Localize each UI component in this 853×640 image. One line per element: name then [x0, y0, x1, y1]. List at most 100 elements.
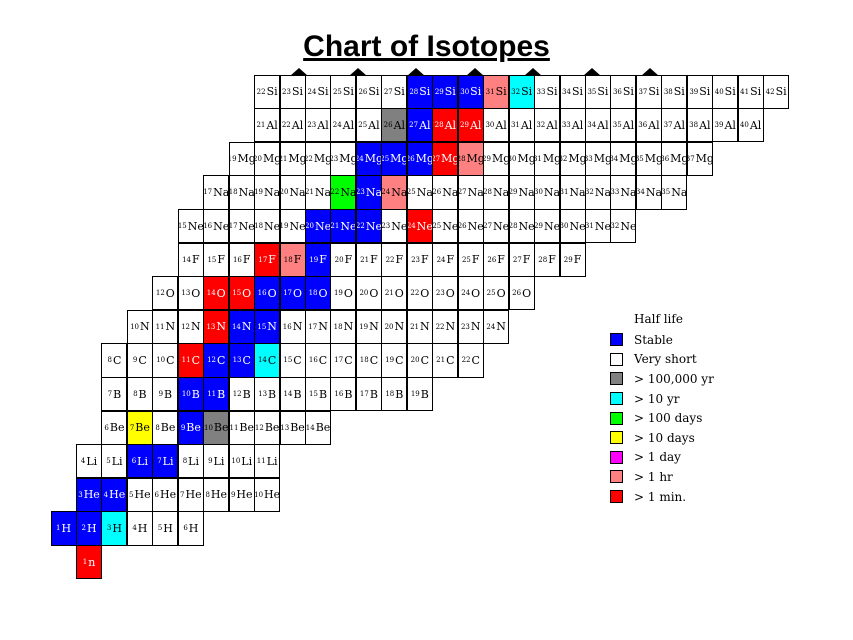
legend-swatch: [610, 431, 623, 445]
element-symbol: O: [267, 286, 277, 300]
isotope-cell-li-8: 8 Li: [177, 444, 204, 479]
isotope-cell-ne-17: 17 Ne: [228, 209, 255, 244]
element-symbol: Mg: [466, 152, 484, 166]
isotope-cell-si-42: 42 Si: [763, 74, 790, 109]
element-symbol: He: [134, 488, 151, 502]
isotope-cell-si-27: 27 Si: [381, 74, 408, 109]
isotope-cell-ne-18: 18 Ne: [254, 209, 281, 244]
legend-label: > 100 days: [634, 411, 703, 426]
isotope-cell-si-29: 29 Si: [432, 74, 459, 109]
element-symbol: Na: [493, 185, 510, 199]
legend-label: > 10 days: [634, 430, 695, 445]
isotope-cell-n-12: 12 N: [177, 309, 204, 344]
legend-label: Stable: [634, 332, 673, 347]
element-symbol: B: [191, 387, 200, 401]
isotope-cell-f-20: 20 F: [330, 242, 357, 277]
isotope-cell-mg-35: 35Mg: [635, 141, 662, 176]
element-symbol: He: [236, 488, 253, 502]
element-symbol: C: [344, 353, 353, 367]
element-symbol: Mg: [644, 152, 662, 166]
isotope-cell-ne-24: 24 Ne: [406, 209, 433, 244]
isotope-cell-c-20: 20 C: [406, 343, 433, 378]
element-symbol: C: [318, 353, 328, 367]
legend-label: Very short: [634, 352, 697, 367]
element-symbol: N: [343, 320, 354, 334]
isotope-cell-n-11: 11 N: [152, 309, 179, 344]
isotope-cell-he-3: 3 He: [76, 477, 103, 512]
isotope-cell-f-18: 18 F: [279, 242, 306, 277]
element-symbol: N: [496, 320, 506, 334]
element-symbol: Be: [239, 421, 254, 435]
legend-item-d10: > 10 days: [610, 428, 714, 448]
legend-item-y10: > 10 yr: [610, 389, 714, 409]
isotope-cell-o-13: 13 O: [177, 276, 204, 311]
element-symbol: N: [139, 320, 150, 334]
element-symbol: C: [166, 353, 175, 367]
element-symbol: C: [216, 353, 226, 367]
element-symbol: N: [292, 320, 303, 334]
element-symbol: O: [242, 286, 252, 300]
element-symbol: Mg: [619, 152, 637, 166]
element-symbol: Al: [342, 118, 355, 132]
element-symbol: Ne: [569, 219, 586, 233]
isotope-cell-b-18: 18 B: [381, 377, 408, 412]
isotope-cell-o-23: 23 O: [432, 276, 459, 311]
isotope-cell-b-15: 15 B: [305, 377, 332, 412]
isotope-cell-mg-20: 20Mg: [254, 141, 281, 176]
element-symbol: Be: [135, 421, 150, 435]
element-symbol: O: [522, 286, 532, 300]
isotope-cell-na-35: 35 Na: [661, 175, 688, 210]
isotope-cell-o-18: 18 O: [305, 276, 332, 311]
isotope-cell-na-24: 24 Na: [381, 175, 408, 210]
isotope-cell-f-19: 19 F: [305, 242, 332, 277]
isotope-cell-f-26: 26 F: [483, 242, 510, 277]
element-symbol: Li: [137, 454, 148, 468]
element-symbol: B: [420, 387, 429, 401]
isotope-cell-ne-30: 30 Ne: [559, 209, 586, 244]
element-symbol: Mg: [262, 152, 281, 166]
element-symbol: H: [61, 521, 72, 535]
element-symbol: O: [420, 286, 430, 300]
element-symbol: Al: [622, 118, 635, 132]
element-symbol: Si: [648, 85, 660, 99]
element-symbol: Ne: [493, 219, 510, 233]
element-symbol: Mg: [670, 152, 688, 166]
isotope-cell-al-36: 36 Al: [635, 108, 662, 143]
isotope-cell-be-7: 7 Be: [126, 410, 153, 445]
isotope-cell-mg-37: 37Mg: [686, 141, 713, 176]
isotope-cell-na-33: 33 Na: [610, 175, 637, 210]
element-symbol: Ne: [238, 219, 255, 233]
isotope-cell-c-15: 15 C: [279, 343, 306, 378]
isotope-cell-c-17: 17 C: [330, 343, 357, 378]
isotope-cell-f-29: 29 F: [559, 242, 586, 277]
element-symbol: He: [83, 488, 100, 502]
isotope-cell-al-23: 23 Al: [305, 108, 332, 143]
isotope-cell-c-13: 13 C: [228, 343, 255, 378]
element-symbol: N: [190, 320, 201, 334]
isotope-cell-he-5: 5 He: [126, 477, 153, 512]
element-symbol: B: [395, 387, 404, 401]
element-symbol: O: [496, 286, 506, 300]
isotope-cell-al-33: 33 Al: [559, 108, 586, 143]
element-symbol: N: [445, 320, 456, 334]
isotope-cell-be-6: 6 Be: [101, 410, 128, 445]
isotope-cell-li-9: 9 Li: [203, 444, 230, 479]
isotope-cell-na-34: 34 Na: [635, 175, 662, 210]
element-symbol: Li: [213, 454, 225, 468]
isotope-cell-b-11: 11 B: [203, 377, 230, 412]
element-symbol: Si: [724, 85, 736, 99]
element-symbol: Al: [393, 118, 406, 132]
element-symbol: Na: [314, 185, 332, 199]
element-symbol: Li: [266, 454, 278, 468]
isotope-cell-be-9: 9 Be: [177, 410, 204, 445]
element-symbol: Al: [419, 118, 431, 132]
isotope-cell-o-20: 20 O: [355, 276, 382, 311]
isotope-cell-mg-34: 34Mg: [610, 141, 637, 176]
isotope-cell-ne-29: 29 Ne: [534, 209, 561, 244]
legend-item-y100000: > 100,000 yr: [610, 369, 714, 389]
element-symbol: H: [112, 521, 122, 535]
legend-swatch: [610, 352, 623, 366]
